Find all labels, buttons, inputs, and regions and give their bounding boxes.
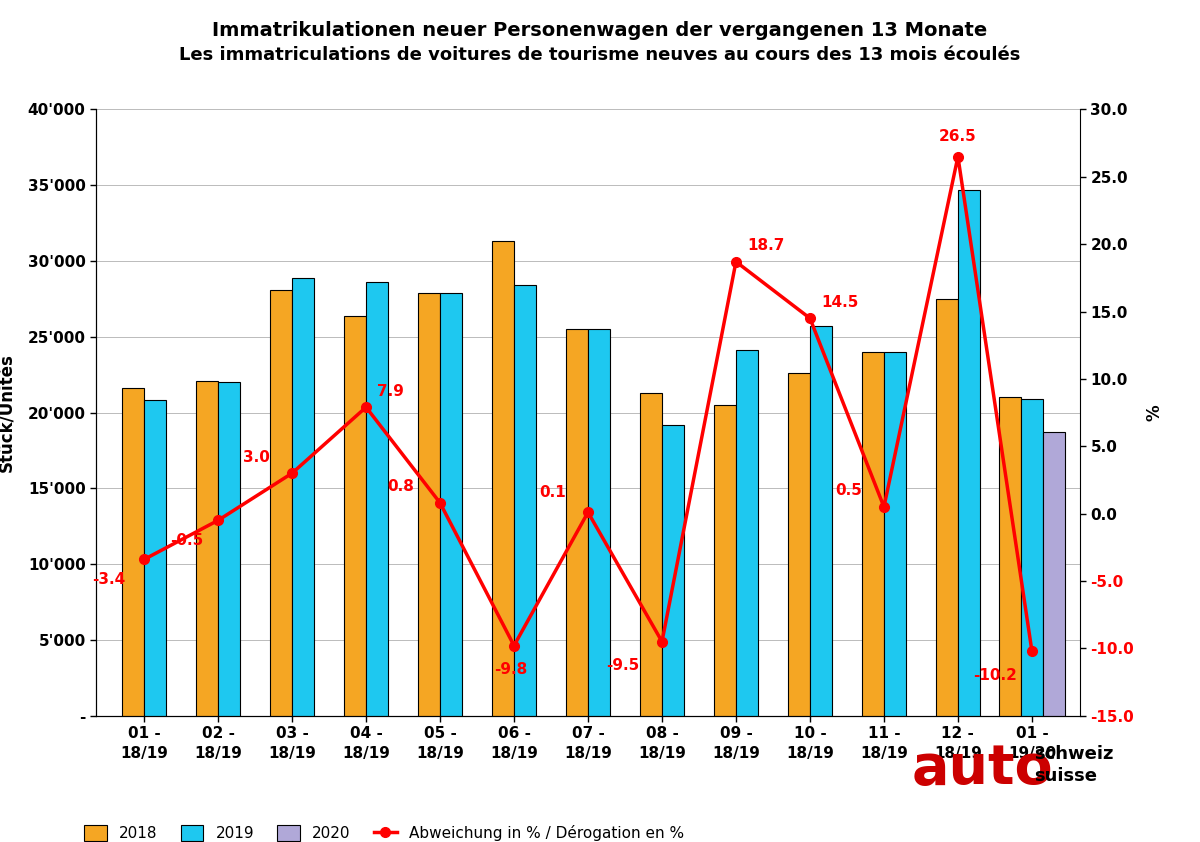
Text: Immatrikulationen neuer Personenwagen der vergangenen 13 Monate: Immatrikulationen neuer Personenwagen de… [212, 21, 988, 40]
Text: auto: auto [912, 742, 1054, 796]
Text: 0.5: 0.5 [835, 483, 862, 498]
Y-axis label: %: % [1145, 404, 1163, 421]
Bar [492, 242, 514, 716]
Text: 14.5: 14.5 [821, 295, 858, 310]
Bar [418, 293, 440, 716]
Text: -10.2: -10.2 [973, 668, 1018, 683]
Text: Les immatriculations de voitures de tourisme neuves au cours des 13 mois écoulés: Les immatriculations de voitures de tour… [179, 46, 1021, 64]
Bar [958, 189, 980, 716]
Text: 18.7: 18.7 [748, 238, 785, 253]
Text: -9.8: -9.8 [493, 663, 527, 678]
Text: -0.5: -0.5 [170, 533, 203, 548]
Bar [122, 388, 144, 716]
Text: -9.5: -9.5 [606, 658, 640, 674]
Bar [810, 326, 832, 716]
Bar [884, 352, 906, 716]
Text: -3.4: -3.4 [92, 572, 126, 587]
Text: 0.8: 0.8 [388, 479, 414, 494]
Text: 3.0: 3.0 [242, 450, 270, 465]
Bar [1043, 432, 1066, 716]
Bar [787, 373, 810, 716]
Bar [566, 329, 588, 716]
Bar [270, 290, 292, 716]
Bar [1021, 399, 1043, 716]
Bar [514, 285, 536, 716]
Bar [714, 405, 736, 716]
Text: 7.9: 7.9 [377, 383, 404, 398]
Bar [936, 299, 958, 716]
Bar [440, 293, 462, 716]
Text: 26.5: 26.5 [940, 129, 977, 144]
Bar [862, 352, 884, 716]
Text: schweiz
suisse: schweiz suisse [1034, 744, 1114, 785]
Bar [144, 401, 167, 716]
Bar [640, 393, 662, 716]
Bar [196, 381, 218, 716]
Bar [344, 316, 366, 716]
Text: 0.1: 0.1 [539, 484, 566, 499]
Bar [366, 282, 389, 716]
Bar [218, 382, 240, 716]
Bar [662, 424, 684, 716]
Y-axis label: Stück/Unités: Stück/Unités [0, 353, 17, 472]
Bar [736, 350, 758, 716]
Bar [998, 397, 1021, 716]
Bar [588, 329, 610, 716]
Legend: 2018, 2019, 2020, Abweichung in % / Dérogation en %: 2018, 2019, 2020, Abweichung in % / Déro… [84, 825, 684, 841]
Bar [292, 278, 314, 716]
